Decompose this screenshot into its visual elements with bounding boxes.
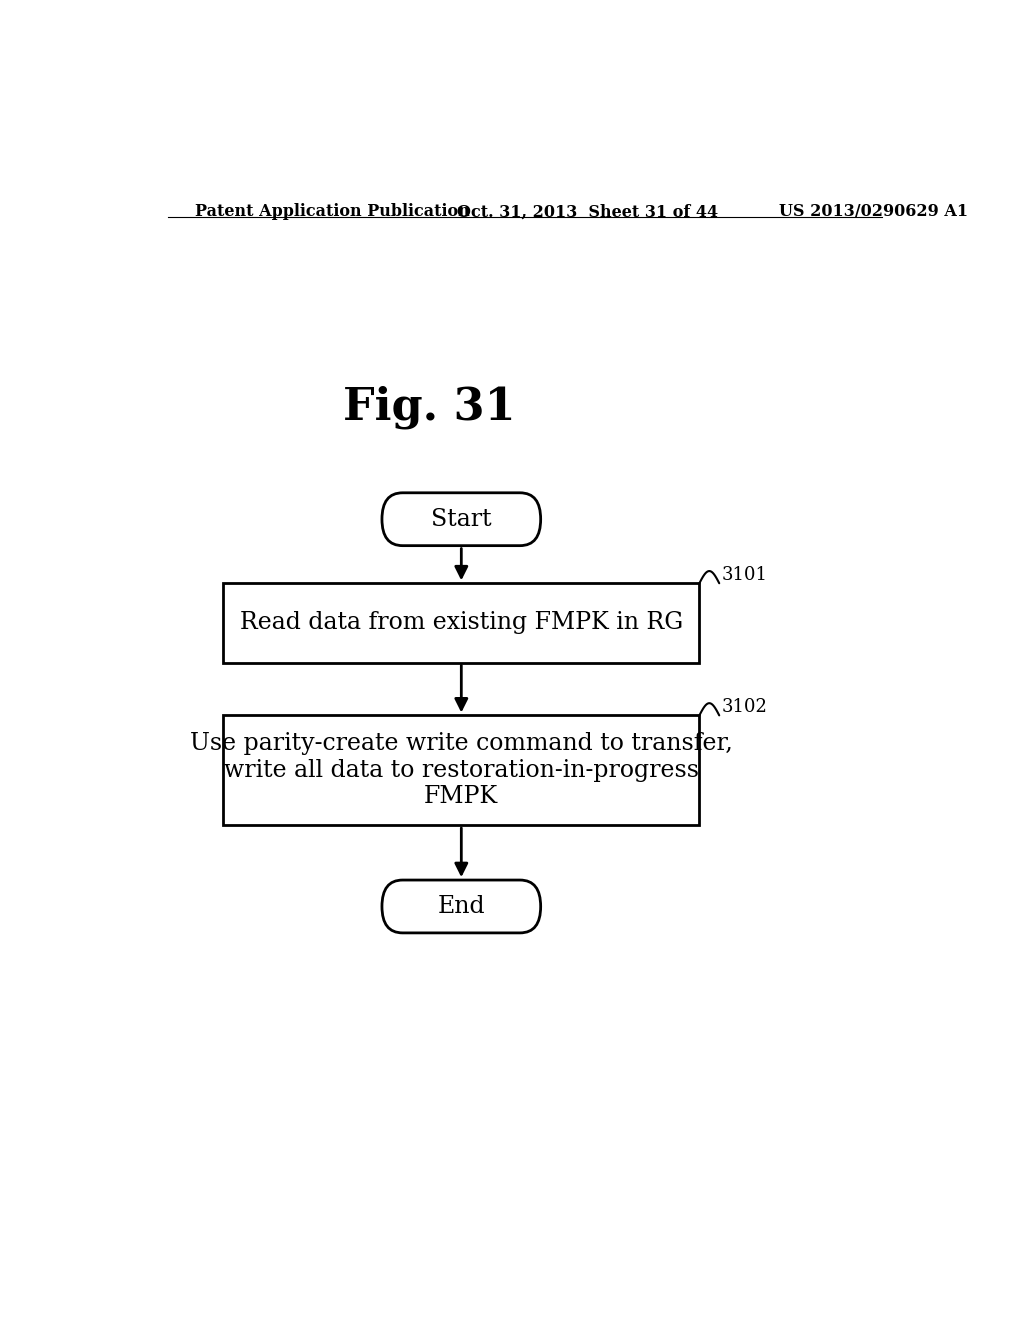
Text: 3101: 3101 [722, 566, 768, 585]
Text: Use parity-create write command to transfer,
write all data to restoration-in-pr: Use parity-create write command to trans… [189, 733, 733, 808]
Text: Read data from existing FMPK in RG: Read data from existing FMPK in RG [240, 611, 683, 635]
Text: 3102: 3102 [722, 698, 767, 717]
Text: Patent Application Publication: Patent Application Publication [196, 203, 470, 220]
Text: US 2013/0290629 A1: US 2013/0290629 A1 [778, 203, 968, 220]
FancyBboxPatch shape [223, 583, 699, 663]
FancyBboxPatch shape [382, 492, 541, 545]
Text: Oct. 31, 2013  Sheet 31 of 44: Oct. 31, 2013 Sheet 31 of 44 [458, 203, 719, 220]
Text: Start: Start [431, 508, 492, 531]
FancyBboxPatch shape [223, 715, 699, 825]
Text: End: End [437, 895, 485, 917]
Text: Fig. 31: Fig. 31 [343, 385, 516, 429]
FancyBboxPatch shape [382, 880, 541, 933]
